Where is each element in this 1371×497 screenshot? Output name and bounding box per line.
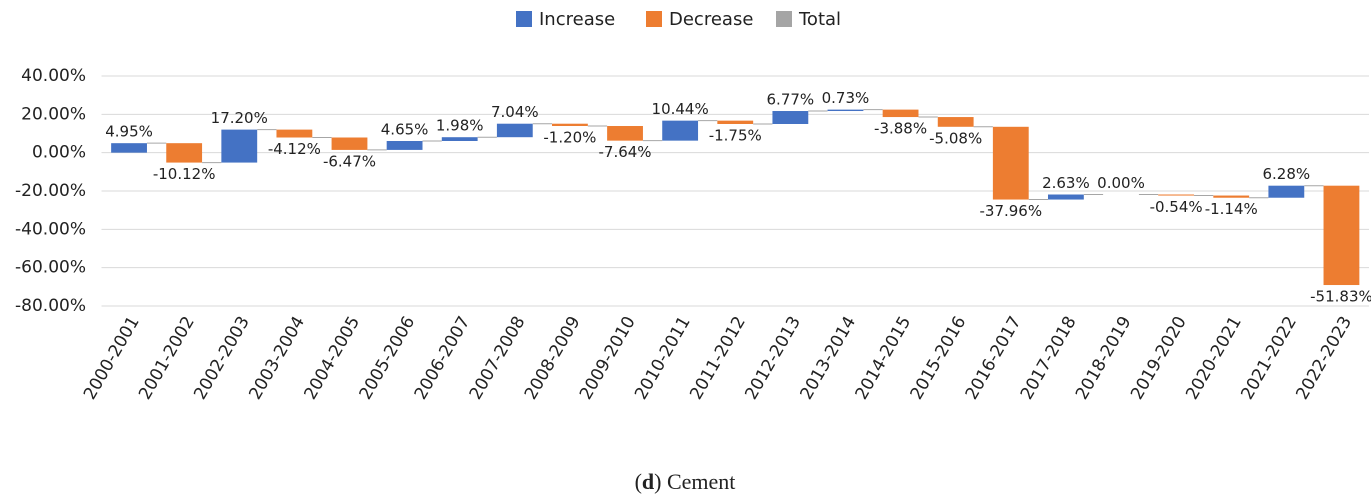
value-label: -1.75% <box>709 126 762 144</box>
bar <box>607 126 643 141</box>
value-label: -0.54% <box>1150 198 1203 216</box>
legend-swatch <box>776 11 792 27</box>
y-tick-label: -40.00% <box>15 219 86 239</box>
x-tick-label: 2009-2010 <box>576 313 640 403</box>
x-tick-label: 2000-2001 <box>80 313 144 403</box>
x-tick-label: 2021-2022 <box>1237 313 1301 403</box>
bar <box>1047 194 1084 200</box>
value-label: -37.96% <box>979 202 1042 220</box>
bar <box>166 143 203 163</box>
x-tick-label: 2004-2005 <box>300 313 364 403</box>
legend-label: Increase <box>539 9 615 30</box>
x-tick-label: 2019-2020 <box>1127 313 1191 403</box>
x-tick-label: 2011-2012 <box>686 313 750 403</box>
x-tick-label: 2006-2007 <box>411 313 475 403</box>
x-tick-label: 2016-2017 <box>962 313 1026 403</box>
bar <box>221 129 258 163</box>
y-tick-label: 40.00% <box>21 66 86 86</box>
legend-label: Decrease <box>669 9 753 30</box>
value-label: 17.20% <box>211 109 268 127</box>
bar <box>1323 185 1360 286</box>
legend-swatch <box>646 11 662 27</box>
value-label: -5.08% <box>929 129 982 147</box>
x-tick-label: 2012-2013 <box>741 313 805 403</box>
bar <box>276 129 313 138</box>
value-label: 0.73% <box>822 89 870 107</box>
value-label: 4.95% <box>105 123 153 141</box>
bar <box>386 140 423 150</box>
x-tick-label: 2007-2008 <box>466 313 530 403</box>
bar <box>937 117 974 127</box>
value-label: -7.64% <box>598 143 651 161</box>
y-tick-label: -60.00% <box>15 258 86 278</box>
y-tick-label: 20.00% <box>21 104 86 124</box>
caption-part: ( <box>635 469 642 494</box>
y-tick-label: 0.00% <box>32 143 86 163</box>
x-tick-label: 2017-2018 <box>1017 313 1081 403</box>
caption-part: ) Cement <box>654 469 735 494</box>
value-label: 4.65% <box>381 120 429 138</box>
bar <box>552 123 588 127</box>
y-tick-label: -80.00% <box>15 296 86 316</box>
value-label: 6.28% <box>1263 165 1311 183</box>
bar <box>1213 195 1250 198</box>
legend-swatch <box>516 11 532 27</box>
value-label: -6.47% <box>323 152 376 170</box>
value-label: 2.63% <box>1042 174 1090 192</box>
x-tick-label: 2002-2003 <box>190 313 254 403</box>
bar <box>992 126 1029 200</box>
value-label: 6.77% <box>767 91 815 109</box>
value-label: -51.83% <box>1310 288 1371 306</box>
bar <box>1268 185 1305 198</box>
value-label: -3.88% <box>874 120 927 138</box>
bar <box>717 120 754 124</box>
value-label: -10.12% <box>153 165 216 183</box>
x-tick-label: 2001-2002 <box>135 313 199 403</box>
x-tick-label: 2003-2004 <box>245 313 309 403</box>
bar <box>662 120 699 141</box>
value-label: -1.14% <box>1205 200 1258 218</box>
x-tick-label: 2013-2014 <box>796 313 860 403</box>
caption: (d) Cement <box>635 469 736 494</box>
caption-part: d <box>642 469 654 494</box>
bar <box>111 143 147 153</box>
x-tick-label: 2020-2021 <box>1182 313 1246 403</box>
x-tick-label: 2008-2009 <box>521 313 585 403</box>
x-tick-label: 2010-2011 <box>631 313 695 403</box>
value-label: 1.98% <box>436 117 484 135</box>
x-tick-label: 2015-2016 <box>907 313 971 403</box>
bar <box>827 109 864 112</box>
value-label: 0.00% <box>1097 174 1145 192</box>
y-tick-label: -20.00% <box>15 181 86 201</box>
bar <box>441 137 478 141</box>
bar <box>331 137 368 150</box>
x-tick-label: 2018-2019 <box>1072 313 1136 403</box>
bar <box>882 109 919 118</box>
legend-label: Total <box>798 9 841 30</box>
value-label: 10.44% <box>652 100 709 118</box>
bar <box>772 111 809 124</box>
value-label: -4.12% <box>268 140 321 158</box>
bar <box>1158 194 1195 196</box>
bar <box>496 123 533 138</box>
x-tick-label: 2022-2023 <box>1292 313 1356 403</box>
value-label: -1.20% <box>543 129 596 147</box>
value-label: 7.04% <box>491 103 539 121</box>
x-tick-label: 2005-2006 <box>356 313 420 403</box>
x-tick-label: 2014-2015 <box>852 313 916 403</box>
